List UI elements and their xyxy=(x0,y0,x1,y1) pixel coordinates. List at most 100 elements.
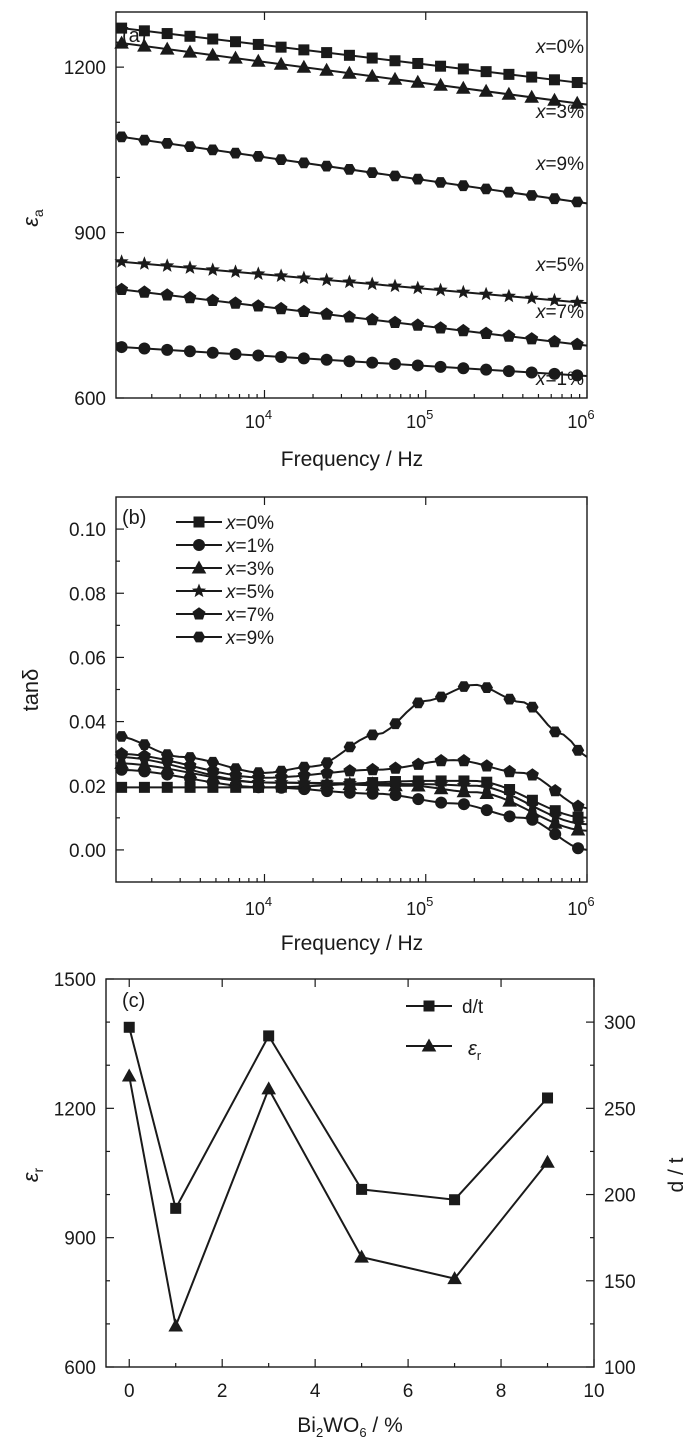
panel-b-point xyxy=(183,752,197,763)
panel-a-point xyxy=(275,350,288,363)
panel-a-point xyxy=(480,66,492,78)
panel-a-point xyxy=(434,321,447,334)
panel-b-legend-marker xyxy=(193,516,205,528)
panel-b-point xyxy=(366,762,380,776)
panel-a-x-tick-label: 105 xyxy=(406,407,433,432)
panel-c-x-axis-label: Bi2WO6 / % xyxy=(297,1414,403,1440)
panel-a-point xyxy=(366,52,378,64)
panel-a-point xyxy=(389,55,401,67)
panel-a-point xyxy=(456,323,470,337)
panel-b-point xyxy=(434,691,448,703)
panel-c-point xyxy=(170,1202,182,1214)
panel-c-x-tick-label: 6 xyxy=(403,1381,414,1402)
panel-c-x-axis-label-sub1: 2 xyxy=(316,1425,323,1440)
panel-a-point xyxy=(161,28,173,40)
panel-a-point xyxy=(298,44,310,56)
panel-a-point xyxy=(410,74,426,88)
panel-a-y-axis-label-base: ε xyxy=(18,217,43,227)
panel-b-point xyxy=(572,842,585,855)
panel-a-point xyxy=(525,366,538,379)
panel-b-legend-marker xyxy=(191,583,207,598)
panel-b-legend-marker xyxy=(191,560,207,574)
panel-a-point xyxy=(457,180,470,192)
panel-b-legend-label: x=9% xyxy=(225,628,274,649)
panel-a-point xyxy=(138,134,151,146)
panel-b-point xyxy=(252,767,265,779)
panel-c-right-y-tick-label: 300 xyxy=(604,1013,636,1034)
panel-a-point xyxy=(274,154,288,165)
panel-a-point xyxy=(251,299,265,312)
panel-b-legend-label-value: =9% xyxy=(236,628,275,649)
panel-b-point xyxy=(456,778,472,792)
panel-a-point xyxy=(229,296,242,309)
panel-b-point xyxy=(115,731,128,742)
panel-a-point xyxy=(182,260,198,274)
panel-b-legend-marker xyxy=(193,539,205,551)
panel-a-point xyxy=(230,36,242,48)
panel-a-point xyxy=(273,56,289,70)
panel-a-y-tick-label: 1200 xyxy=(64,58,106,79)
panel-a-point xyxy=(228,50,243,64)
panel-a-point xyxy=(207,33,219,45)
panel-c-left-y-tick-label: 1200 xyxy=(54,1099,96,1120)
panel-b-point xyxy=(547,815,563,829)
panel-a-point xyxy=(526,71,538,83)
panel-b-legend: x=0%x=1%x=3%x=5%x=7%x=9% xyxy=(176,513,274,649)
panel-a-point xyxy=(571,196,584,208)
panel-c-point xyxy=(121,1068,137,1082)
panel-b-y-tick-label: 0.10 xyxy=(69,520,106,541)
panel-a-point xyxy=(343,49,355,61)
panel-a-y-tick-label: 600 xyxy=(74,389,106,410)
panel-a-point xyxy=(159,41,175,55)
panel-a-point xyxy=(388,315,402,328)
panel-a-point xyxy=(137,38,152,52)
panel-c-left-y-axis-label-sub: r xyxy=(30,1168,46,1173)
panel-a-point xyxy=(571,369,584,382)
panel-a-point xyxy=(160,258,175,272)
panel-a-point xyxy=(137,285,151,298)
panel-b-point xyxy=(549,726,562,738)
panel-a-series-label: x=0% xyxy=(535,37,584,58)
panel-a-point xyxy=(479,286,494,301)
panel-b-point xyxy=(480,682,493,693)
panel-c-legend-marker xyxy=(423,1000,435,1012)
panel-b-point xyxy=(184,781,196,793)
panel-a-point xyxy=(435,60,447,72)
panel-c-right-y-tick-label: 150 xyxy=(604,1272,636,1293)
panel-a-point xyxy=(569,95,585,109)
panel-a-series-label: x=1% xyxy=(535,369,584,390)
panel-b-point xyxy=(389,761,402,774)
panel-a-label: (a) xyxy=(122,25,146,47)
panel-a-series-label: x=3% xyxy=(535,102,584,123)
panel-a-point xyxy=(525,332,539,345)
panel-c-left-y-tick-label: 1500 xyxy=(54,970,96,991)
panel-b-y-axis-label: tanδ xyxy=(18,669,43,712)
panel-c-right-y-tick-label: 250 xyxy=(604,1099,636,1120)
panel-b-point xyxy=(366,787,379,800)
panel-c-x-axis-label-base: Bi xyxy=(297,1414,316,1437)
panel-b-point xyxy=(502,793,517,807)
panel-b-point xyxy=(502,787,517,801)
panel-a-point xyxy=(342,274,357,289)
panel-b-point xyxy=(159,761,175,775)
panel-b-point xyxy=(297,775,312,789)
panel-a-point xyxy=(456,80,471,94)
panel-a-series-label: x=7% xyxy=(535,302,584,323)
panel-a-point xyxy=(524,89,539,103)
panel-c-x-tick-label: 10 xyxy=(583,1381,604,1402)
panel-b-point xyxy=(411,776,426,791)
panel-c-ticks: 0 2 4 6 8 10 600 900 1200 1500 100 150 200 250 300 xyxy=(54,970,636,1402)
panel-b-y-tick-label: 0.02 xyxy=(69,777,106,798)
panel-c-right-y-tick-label: 200 xyxy=(604,1186,636,1207)
panel-b-point xyxy=(115,747,129,760)
panel-a-series-label-var: x xyxy=(535,102,547,123)
panel-b-point xyxy=(388,776,403,791)
panel-a-point xyxy=(388,170,402,182)
panel-b-point xyxy=(366,729,379,741)
panel-b-x-tick-label: 104 xyxy=(245,894,272,919)
panel-a-point xyxy=(456,284,471,299)
